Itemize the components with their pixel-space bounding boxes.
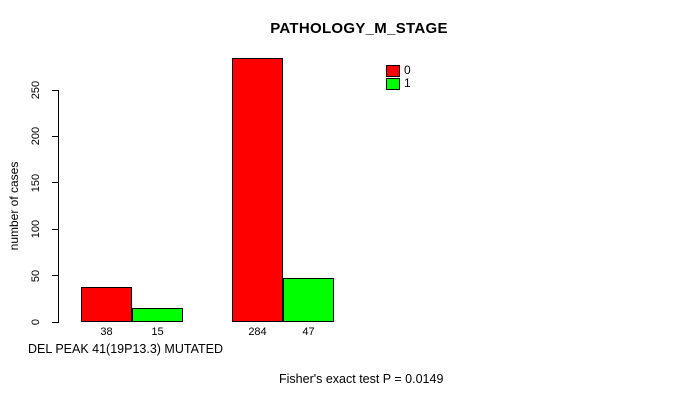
y-tick-mark bbox=[52, 275, 59, 277]
y-tick-mark bbox=[52, 135, 59, 137]
chart-title: PATHOLOGY_M_STAGE bbox=[270, 20, 448, 37]
legend-entry-0: 0 bbox=[386, 64, 411, 77]
y-tick-mark bbox=[52, 321, 59, 323]
y-tick-mark bbox=[52, 182, 59, 184]
y-axis-line bbox=[58, 90, 59, 323]
y-tick-label: 0 bbox=[30, 318, 42, 326]
y-tick-label: 150 bbox=[30, 173, 42, 192]
y-axis-title: number of cases bbox=[7, 161, 21, 251]
legend-swatch-0 bbox=[386, 64, 400, 77]
bar-value-label: 38 bbox=[100, 326, 113, 338]
bar-value-label: 15 bbox=[151, 326, 164, 338]
y-tick-mark bbox=[52, 228, 59, 230]
bar-value-label: 284 bbox=[248, 326, 267, 338]
bar-series-0-group-2 bbox=[232, 58, 283, 322]
y-tick-mark bbox=[52, 89, 59, 91]
y-tick-label: 200 bbox=[30, 127, 42, 146]
footnote-text: Fisher's exact test P = 0.0149 bbox=[279, 372, 444, 386]
y-tick-label: 50 bbox=[30, 269, 42, 282]
legend-label: 1 bbox=[404, 76, 411, 90]
bar-value-label: 47 bbox=[302, 326, 315, 338]
bar-series-1-group-1 bbox=[132, 308, 183, 322]
legend-label: 0 bbox=[404, 63, 411, 77]
bar-series-0-group-1 bbox=[81, 287, 132, 322]
legend-swatch-1 bbox=[386, 77, 400, 90]
x-axis-title: DEL PEAK 41(19P13.3) MUTATED bbox=[28, 342, 223, 356]
legend-entry-1: 1 bbox=[386, 77, 411, 90]
y-tick-label: 250 bbox=[30, 80, 42, 100]
y-tick-label: 100 bbox=[30, 220, 42, 239]
bar-series-1-group-2 bbox=[283, 278, 334, 322]
